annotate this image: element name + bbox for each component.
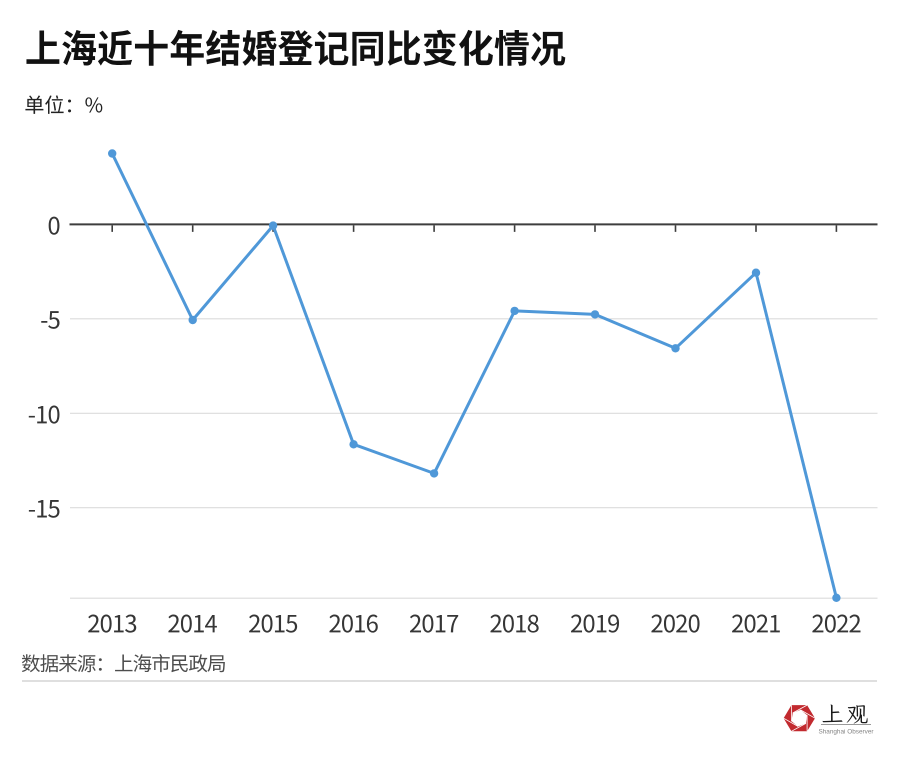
svg-text:Shanghai Observer: Shanghai Observer — [818, 729, 874, 736]
